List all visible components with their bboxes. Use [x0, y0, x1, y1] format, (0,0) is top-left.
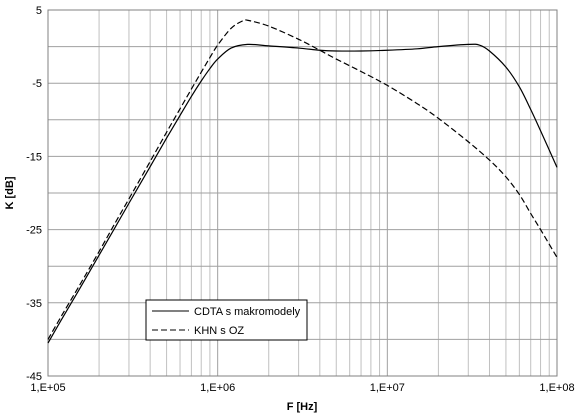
plot-area-frame	[47, 9, 558, 377]
series-line-khn	[47, 19, 558, 340]
y-tick-label: 5	[36, 5, 42, 17]
y-tick-label: -5	[32, 78, 42, 90]
legend: CDTA s makromodely KHN s OZ	[145, 299, 308, 341]
y-axis-title: K [dB]	[4, 176, 16, 209]
legend-label-khn: KHN s OZ	[194, 325, 244, 337]
x-tick-label: 1,E+07	[370, 382, 405, 394]
y-tick-label: -25	[26, 225, 42, 237]
y-tick-labels: 5 -5 -15 -25 -35 -45	[26, 5, 42, 383]
x-tick-label: 1,E+06	[200, 382, 235, 394]
legend-box	[145, 299, 308, 341]
y-tick-label: -35	[26, 298, 42, 310]
x-axis-title: F [Hz]	[287, 401, 318, 413]
x-tick-labels: 1,E+05 1,E+06 1,E+07 1,E+08	[30, 382, 574, 394]
series-line-cdta	[47, 43, 558, 344]
legend-label-cdta: CDTA s makromodely	[194, 306, 301, 318]
y-tick-label: -15	[26, 151, 42, 163]
y-tick-label: -45	[26, 371, 42, 383]
x-tick-label: 1,E+08	[539, 382, 574, 394]
series-layer	[47, 19, 558, 344]
x-tick-label: 1,E+05	[30, 382, 65, 394]
